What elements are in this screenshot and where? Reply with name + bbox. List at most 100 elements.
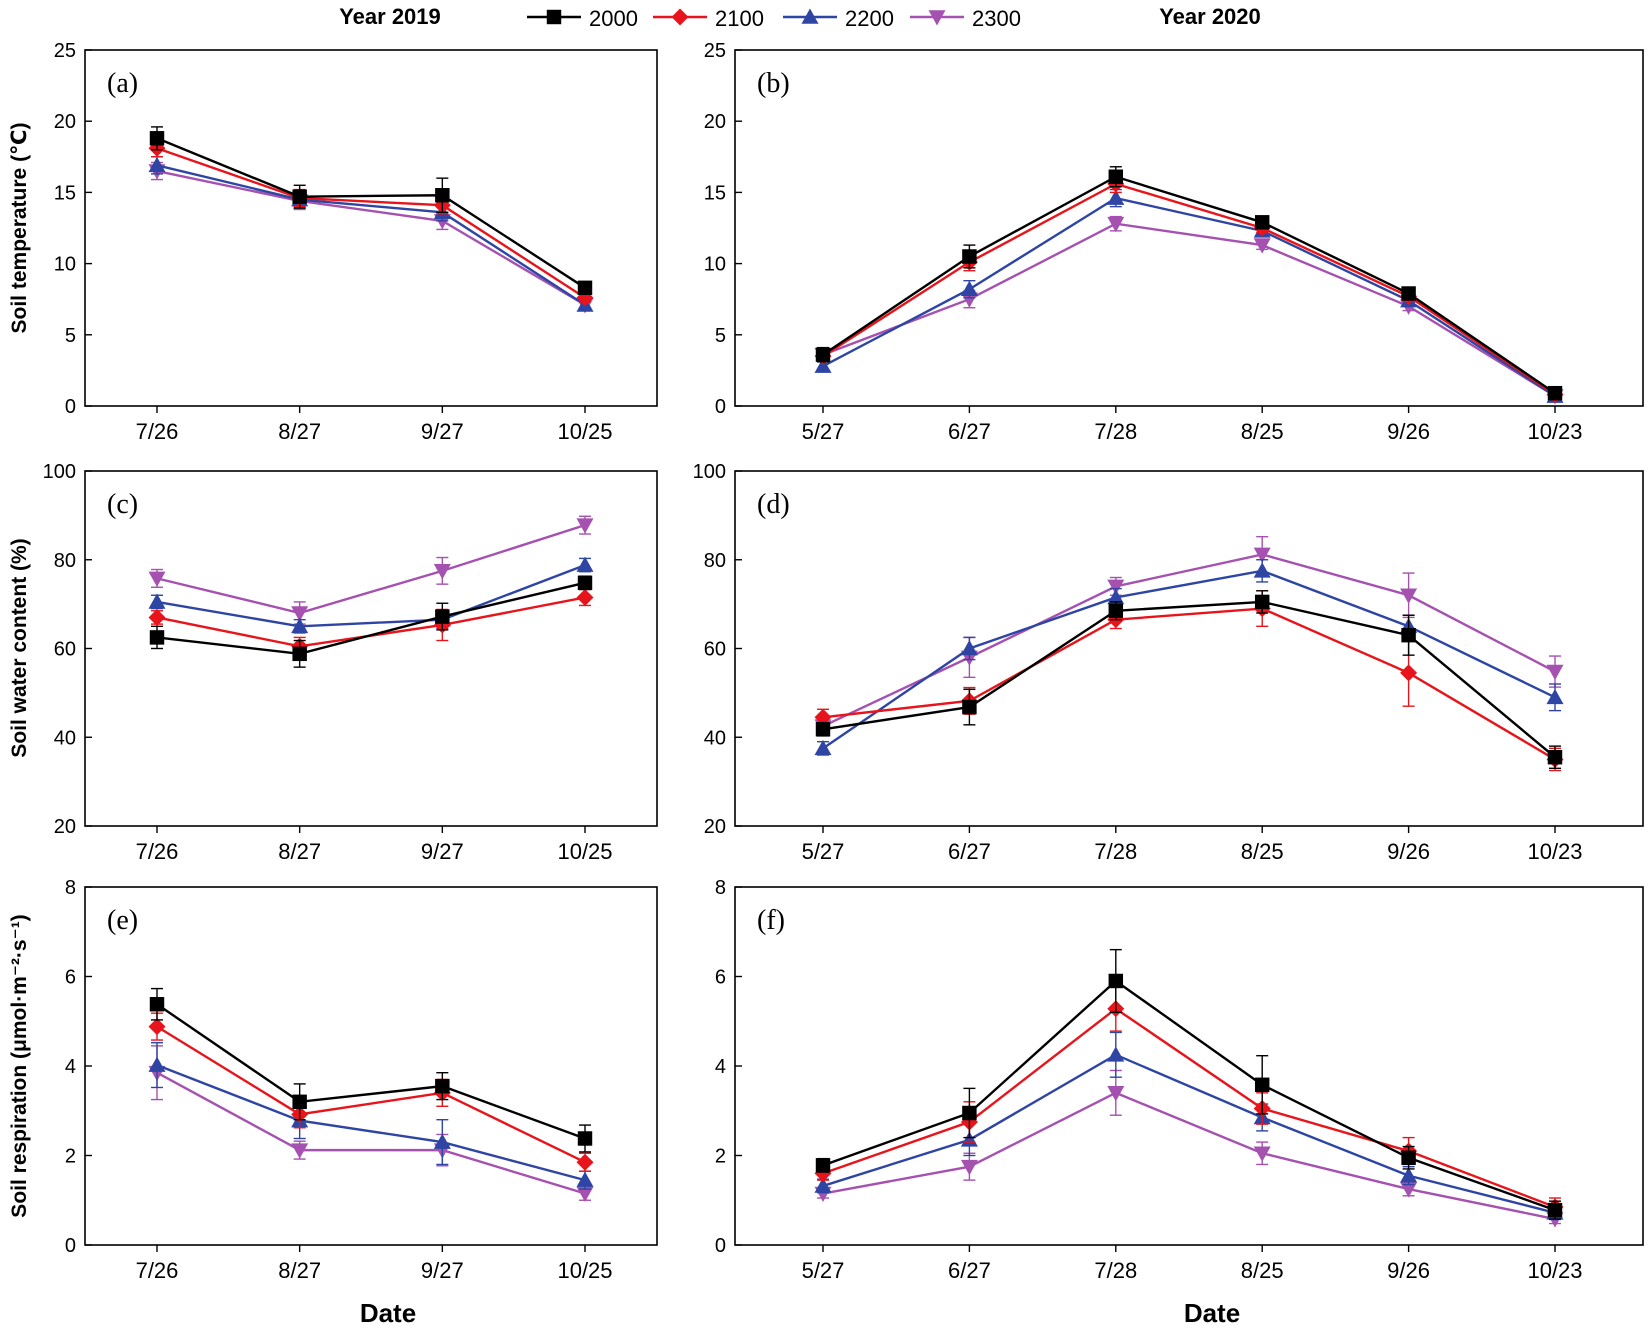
y-tick-label: 40 bbox=[704, 727, 726, 749]
data-point bbox=[291, 606, 309, 622]
data-point bbox=[1253, 562, 1271, 578]
data-point bbox=[962, 1105, 977, 1121]
data-point bbox=[1401, 286, 1416, 301]
data-point bbox=[292, 646, 307, 662]
y-axis-title: Soil respiration (μmol·m⁻²·s⁻¹) bbox=[8, 914, 31, 1217]
data-point bbox=[1108, 169, 1124, 184]
data-point bbox=[1546, 688, 1564, 705]
data-point bbox=[815, 1158, 831, 1173]
x-tick-label: 7/28 bbox=[1094, 1258, 1137, 1283]
series-2200 bbox=[148, 556, 594, 634]
x-tick-label: 8/27 bbox=[278, 839, 321, 864]
series-line bbox=[822, 1007, 1556, 1209]
x-tick-label: 10/23 bbox=[1527, 1258, 1582, 1283]
data-point bbox=[148, 1018, 166, 1036]
y-tick-label: 10 bbox=[704, 254, 726, 276]
x-tick-label: 7/26 bbox=[136, 419, 179, 444]
y-tick-label: 6 bbox=[65, 967, 76, 989]
data-point bbox=[1400, 664, 1418, 682]
series-line bbox=[156, 1025, 586, 1164]
legend: 2000 2100 2200 2300 bbox=[527, 6, 1021, 31]
x-axis-title-left: Date bbox=[360, 1298, 416, 1328]
legend-marker bbox=[671, 8, 689, 26]
data-point bbox=[1401, 627, 1416, 643]
panel-f: 0 2 4 6 8 5/27 6/27 7/28 8/25 9/26 10/23 (f) bbox=[715, 877, 1644, 1283]
series-line bbox=[822, 222, 1556, 398]
series-2000 bbox=[149, 575, 593, 668]
data-point bbox=[148, 593, 166, 609]
series-line bbox=[822, 182, 1556, 396]
y-axis-title: Soil temperature (℃) bbox=[8, 123, 31, 334]
figure-header: Year 2019 Year 2020 bbox=[339, 4, 1261, 29]
series-2300 bbox=[148, 1045, 594, 1203]
series-line bbox=[156, 164, 586, 306]
x-tick-label: 9/27 bbox=[421, 419, 464, 444]
data-point bbox=[291, 617, 309, 634]
series-line bbox=[822, 607, 1556, 761]
data-point bbox=[1401, 1150, 1416, 1165]
data-point bbox=[149, 630, 165, 645]
y-tick-label: 5 bbox=[715, 325, 726, 347]
series-2200 bbox=[814, 559, 1564, 756]
panel-a: 0 5 10 15 20 25 7/26 8/27 9/27 10/25 (a) Soil tempe… bbox=[8, 40, 658, 444]
x-tick-label: 8/25 bbox=[1241, 1258, 1284, 1283]
x-tick-label: 10/25 bbox=[557, 419, 612, 444]
x-tick-label: 9/26 bbox=[1387, 419, 1430, 444]
data-point bbox=[960, 292, 978, 308]
legend-item-2000: 2000 bbox=[527, 6, 638, 31]
x-tick-label: 7/28 bbox=[1094, 419, 1137, 444]
data-point bbox=[576, 1171, 594, 1187]
data-point bbox=[435, 609, 450, 624]
data-point bbox=[1107, 216, 1125, 233]
panel-e: 0 2 4 6 8 7/26 8/27 9/27 10/25 (e) Soil respiratio… bbox=[8, 877, 658, 1283]
data-point bbox=[433, 564, 451, 580]
series-line bbox=[822, 569, 1556, 750]
data-point bbox=[1107, 1046, 1125, 1062]
data-point bbox=[148, 156, 166, 173]
panel-label: (b) bbox=[757, 68, 790, 99]
legend-label: 2000 bbox=[589, 6, 638, 31]
legend-marker bbox=[928, 10, 946, 26]
series-line bbox=[156, 137, 586, 289]
legend-label: 2200 bbox=[845, 6, 894, 31]
y-tick-label: 0 bbox=[715, 1235, 726, 1257]
data-point bbox=[576, 518, 594, 534]
y-tick-label: 0 bbox=[65, 396, 76, 418]
data-point bbox=[960, 280, 978, 297]
data-point bbox=[960, 1159, 978, 1176]
y-tick-label: 4 bbox=[715, 1056, 726, 1078]
x-tick-label: 8/25 bbox=[1241, 839, 1284, 864]
y-tick-label: 80 bbox=[704, 550, 726, 572]
data-point bbox=[962, 249, 977, 264]
x-tick-label: 10/25 bbox=[557, 1258, 612, 1283]
plot-frame bbox=[84, 49, 658, 407]
panel-label: (d) bbox=[757, 489, 790, 520]
y-tick-label: 60 bbox=[704, 639, 726, 661]
x-tick-label: 9/27 bbox=[421, 839, 464, 864]
data-point bbox=[1107, 588, 1125, 605]
data-point bbox=[576, 1153, 594, 1171]
y-tick-label: 60 bbox=[54, 639, 76, 661]
y-tick-label: 100 bbox=[693, 461, 726, 483]
x-tick-label: 7/28 bbox=[1094, 839, 1137, 864]
data-point bbox=[576, 588, 594, 606]
x-tick-label: 7/26 bbox=[136, 1258, 179, 1283]
x-tick-label: 7/26 bbox=[136, 839, 179, 864]
year-2020-label: Year 2020 bbox=[1159, 4, 1261, 29]
plot-frame bbox=[84, 886, 658, 1246]
y-tick-label: 20 bbox=[704, 111, 726, 133]
y-tick-label: 80 bbox=[54, 550, 76, 572]
series-line bbox=[156, 563, 586, 628]
series-2000 bbox=[815, 948, 1563, 1220]
series-2200 bbox=[814, 188, 1564, 403]
series-2100 bbox=[814, 985, 1564, 1217]
series-line bbox=[822, 553, 1556, 728]
data-point bbox=[433, 1133, 451, 1149]
x-tick-label: 5/27 bbox=[802, 839, 845, 864]
panel-label: (c) bbox=[107, 489, 138, 520]
year-2019-label: Year 2019 bbox=[339, 4, 441, 29]
plot-frame bbox=[84, 470, 658, 827]
y-tick-label: 40 bbox=[54, 727, 76, 749]
data-point bbox=[292, 189, 307, 204]
